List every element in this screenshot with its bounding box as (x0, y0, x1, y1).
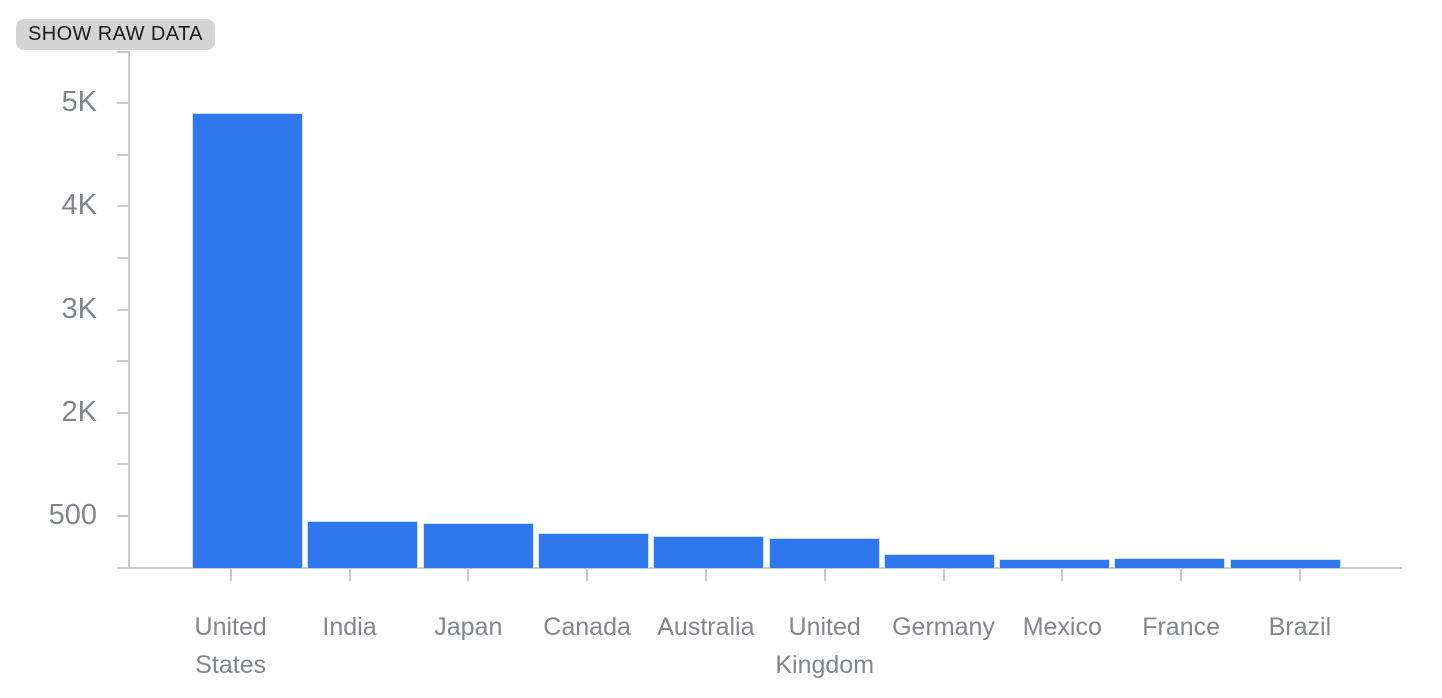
x-axis-tick (704, 569, 707, 581)
y-axis-tick (117, 308, 130, 311)
x-axis-line (117, 567, 1402, 569)
x-axis-tick (586, 569, 589, 581)
y-axis-tick (117, 50, 130, 53)
x-axis-label: France (1142, 613, 1220, 641)
x-axis-label: Australia (657, 613, 755, 641)
y-axis-tick (117, 102, 130, 105)
show-raw-data-button[interactable]: SHOW RAW DATA (16, 19, 215, 50)
y-axis-tick (117, 257, 130, 259)
x-axis-label: United Kingdom (775, 613, 875, 679)
bar[interactable] (768, 538, 880, 568)
bar[interactable] (883, 554, 995, 568)
y-axis-tick (117, 463, 130, 466)
x-axis-tick (942, 569, 945, 581)
y-axis-tick-label: 3K (61, 292, 97, 325)
bar[interactable] (1114, 558, 1226, 568)
x-axis-label: Mexico (1022, 613, 1102, 641)
x-axis-tick (1180, 569, 1183, 581)
y-axis-tick (117, 205, 130, 208)
bar[interactable] (422, 523, 534, 568)
bar[interactable] (537, 533, 649, 568)
x-axis-label: Japan (434, 613, 503, 641)
x-axis-tick (1298, 569, 1301, 581)
bar[interactable] (653, 536, 765, 568)
x-axis-tick (229, 569, 232, 581)
x-axis-tick (348, 569, 351, 581)
x-axis-label: Canada (543, 613, 631, 641)
y-axis-tick-label: 2K (61, 395, 97, 428)
y-axis-tick (117, 514, 130, 517)
y-axis-tick (117, 411, 130, 414)
x-axis-label: United States (194, 613, 267, 679)
bar[interactable] (1229, 559, 1341, 568)
y-axis-tick-label: 4K (61, 189, 97, 222)
y-axis-tick-label: 500 (48, 498, 97, 531)
bar[interactable] (999, 559, 1111, 568)
x-axis-label: Brazil (1268, 613, 1332, 641)
y-axis-tick-label: 5K (61, 86, 97, 119)
y-axis-tick (117, 153, 130, 156)
x-axis-tick (823, 569, 826, 581)
x-axis-label: India (322, 613, 377, 641)
x-axis-tick (467, 569, 470, 581)
x-axis-label: Germany (892, 613, 995, 641)
bar[interactable] (192, 113, 303, 568)
bar[interactable] (307, 521, 419, 568)
x-axis-tick (1061, 569, 1064, 581)
y-axis-tick (117, 360, 130, 363)
